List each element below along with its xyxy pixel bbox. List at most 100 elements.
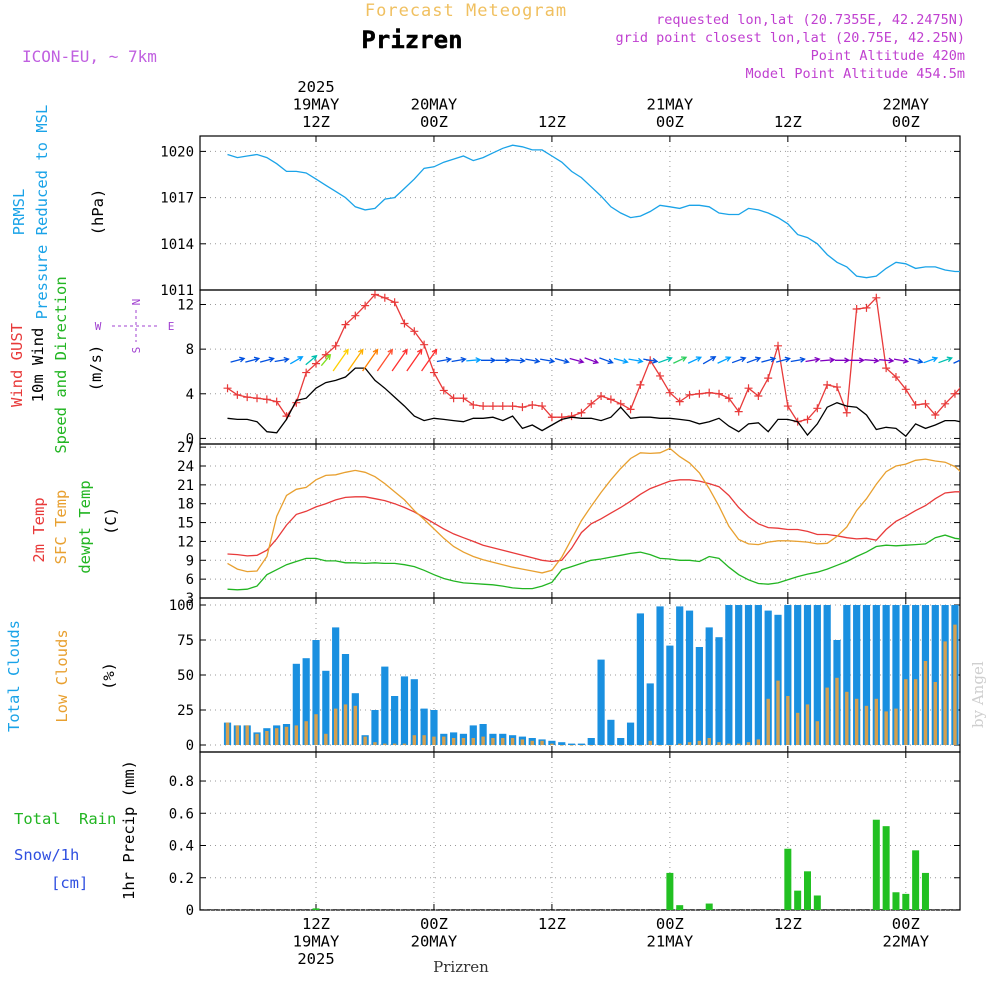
- total-cloud-bar: [558, 742, 566, 745]
- time-axis-label-bottom: 12Z: [774, 915, 802, 933]
- total-cloud-bar: [577, 743, 586, 745]
- gust-marker: [862, 303, 871, 312]
- gust-marker: [321, 350, 330, 359]
- gust-marker: [901, 385, 910, 394]
- gust-marker: [262, 395, 271, 404]
- precip-snow-label: Snow/1h: [14, 846, 79, 864]
- precip-bar: [902, 893, 910, 910]
- low-cloud-bar: [402, 743, 407, 745]
- low-cloud-bar: [333, 708, 338, 745]
- temperature-frame: [199, 443, 961, 599]
- gust-marker: [380, 293, 389, 302]
- low-cloud-bar: [776, 680, 780, 745]
- gust-marker: [852, 304, 861, 313]
- precip-axis-label: 1hr Precip (mm): [120, 760, 138, 900]
- time-axis-label-bottom: 19MAY: [293, 933, 340, 951]
- y-tick-label: 0.2: [169, 871, 194, 887]
- low-cloud-bar: [294, 725, 299, 745]
- low-cloud-bar: [678, 743, 682, 745]
- wind-direction-arrow: [746, 356, 762, 364]
- y-tick-label: 12: [177, 298, 194, 314]
- gust-marker: [370, 290, 379, 299]
- gust-marker: [302, 368, 311, 377]
- gust-marker: [911, 400, 920, 409]
- gust-marker: [567, 412, 576, 421]
- low-cloud-bar: [756, 739, 761, 745]
- time-axis-label-top: 20MAY: [411, 96, 458, 114]
- gust-marker: [783, 402, 792, 411]
- model-altitude: Model Point Altitude 454.5m: [746, 66, 965, 82]
- precip-bar: [666, 872, 674, 910]
- y-tick-label: 24: [177, 459, 194, 475]
- location-title: Prizren: [361, 26, 462, 54]
- y-tick-label: 50: [177, 668, 194, 684]
- low-cloud-bar: [668, 745, 672, 746]
- y-tick-label: 6: [186, 572, 194, 588]
- total-cloud-bar: [430, 710, 438, 745]
- gust-marker: [921, 399, 930, 408]
- low-cloud-bar: [314, 714, 318, 745]
- gust-marker: [724, 394, 733, 403]
- wind-direction-arrow: [305, 354, 318, 366]
- time-axis-label-bottom: 00Z: [892, 915, 920, 933]
- total-cloud-bar: [302, 658, 310, 745]
- total-cloud-bar: [843, 605, 851, 745]
- total-cloud-bar: [892, 605, 900, 745]
- low-cloud-bar: [609, 745, 613, 746]
- gust-marker: [528, 400, 537, 409]
- total-cloud-bar: [656, 606, 664, 745]
- gust-marker: [950, 389, 959, 398]
- pressure-prmsl-line: [227, 144, 960, 279]
- y-tick-label: 21: [177, 478, 194, 494]
- total-cloud-bar: [400, 676, 409, 745]
- total-cloud-bar: [764, 610, 772, 745]
- total-cloud-bar: [813, 605, 821, 745]
- time-axis-label-bottom: 12Z: [538, 915, 566, 933]
- low-cloud-bar: [284, 726, 289, 745]
- low-cloud-bar: [373, 742, 377, 745]
- wind-direction-arrow: [332, 348, 349, 372]
- clouds-total-label: Total Clouds: [5, 620, 23, 732]
- precip-series: [200, 819, 960, 910]
- time-axis-label-top: 12Z: [302, 113, 330, 131]
- low-cloud-bar: [619, 745, 623, 746]
- total-cloud-bar: [636, 613, 644, 745]
- gust-marker: [705, 388, 714, 397]
- wind-direction-arrow: [953, 359, 960, 364]
- compass-west: W: [95, 320, 102, 333]
- wind-direction-arrow: [436, 356, 453, 363]
- wind-direction-arrow: [923, 356, 939, 364]
- compass-east: E: [168, 320, 175, 333]
- gust-marker: [715, 389, 724, 398]
- time-axis-label-top: 00Z: [656, 113, 684, 131]
- gust-marker: [479, 402, 488, 411]
- temperature-2m-temp-line: [227, 479, 960, 563]
- wind-gust-label: Wind GUST: [8, 323, 26, 407]
- pressure-unit: (hPa): [89, 189, 107, 236]
- low-cloud-bar: [805, 704, 810, 745]
- total-cloud-bar: [931, 605, 939, 745]
- gust-marker: [577, 408, 586, 417]
- low-cloud-bar: [953, 624, 957, 745]
- low-cloud-bar: [461, 738, 466, 745]
- y-tick-label: 1011: [160, 283, 194, 299]
- y-tick-label: 27: [177, 440, 194, 456]
- low-cloud-bar: [717, 742, 721, 745]
- gust-marker: [498, 402, 507, 411]
- total-cloud-bar: [646, 683, 654, 745]
- low-cloud-bar: [933, 682, 937, 745]
- gust-marker: [449, 394, 458, 403]
- time-axis-label-top: 00Z: [420, 113, 448, 131]
- time-axis-label-top: 21MAY: [647, 96, 694, 114]
- gust-marker: [803, 415, 812, 424]
- precip-bar: [312, 908, 320, 910]
- y-tick-label: 0: [186, 431, 194, 447]
- low-cloud-bar: [481, 736, 485, 745]
- wind-direction-arrow: [510, 357, 526, 364]
- low-cloud-bar: [510, 738, 515, 745]
- wind-direction-arrow: [849, 357, 866, 364]
- low-cloud-bar: [383, 743, 387, 745]
- gust-marker: [606, 395, 615, 404]
- wind-direction-arrow: [584, 357, 600, 365]
- wind-direction-arrow: [613, 357, 629, 364]
